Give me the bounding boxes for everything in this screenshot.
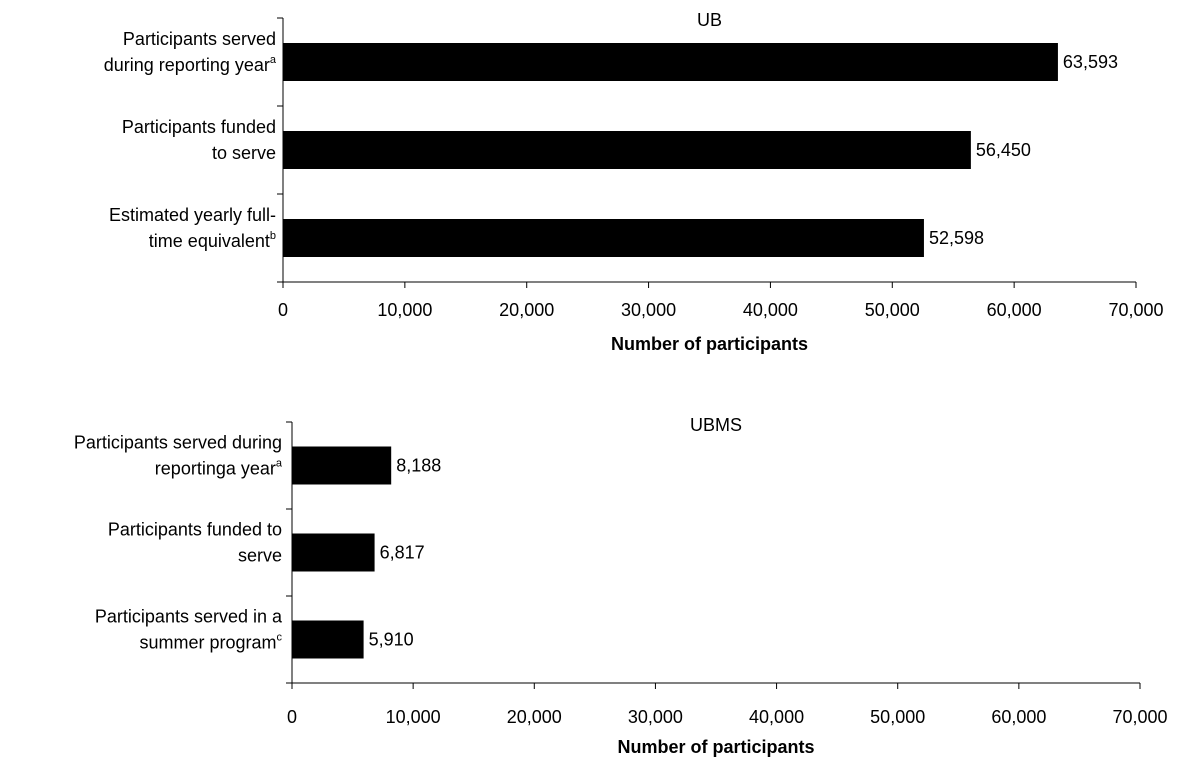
bar-value-label: 56,450	[976, 140, 1031, 160]
x-tick-label: 60,000	[987, 300, 1042, 320]
x-tick-label: 10,000	[386, 707, 441, 727]
x-tick-label: 50,000	[865, 300, 920, 320]
x-tick-label: 50,000	[870, 707, 925, 727]
bar	[292, 446, 392, 485]
category-label: Participants served in a summer programc	[95, 607, 283, 653]
chart-title: UB	[697, 10, 722, 30]
category-label: Participants served during reporting year…	[104, 29, 277, 75]
bar	[283, 219, 924, 257]
x-tick-label: 20,000	[499, 300, 554, 320]
category-label: Estimated yearly full-time equivalentb	[109, 205, 276, 251]
x-tick-label: 10,000	[377, 300, 432, 320]
bar-value-label: 5,910	[369, 630, 414, 650]
bar-value-label: 63,593	[1063, 52, 1118, 72]
x-tick-label: 40,000	[749, 707, 804, 727]
bar	[283, 131, 971, 169]
bar	[292, 620, 364, 659]
category-label: Participants served during reportinga yea…	[74, 433, 283, 479]
bar-value-label: 52,598	[929, 228, 984, 248]
x-tick-label: 0	[287, 707, 297, 727]
x-tick-label: 20,000	[507, 707, 562, 727]
chart-panel-1: UB 0 10,000 20,000 30,000 40,000 50,000 60,000 7…	[104, 10, 1164, 354]
x-axis-label: Number of participants	[617, 737, 814, 757]
bar	[292, 533, 375, 572]
x-tick-label: 30,000	[621, 300, 676, 320]
x-tick-label: 70,000	[1112, 707, 1167, 727]
x-tick-label: 40,000	[743, 300, 798, 320]
category-label: Participants funded to serve	[122, 117, 276, 163]
category-label: Participants funded to serve	[108, 520, 282, 566]
chart-panel-2: UBMS 0 10,000 20,000 30,000 40,000 50,000 60,00…	[74, 415, 1168, 757]
x-tick-label: 0	[278, 300, 288, 320]
x-tick-label: 30,000	[628, 707, 683, 727]
x-axis-label: Number of participants	[611, 334, 808, 354]
bar	[283, 43, 1058, 81]
chart-title: UBMS	[690, 415, 742, 435]
x-tick-label: 70,000	[1108, 300, 1163, 320]
bar-value-label: 8,188	[396, 456, 441, 476]
bar-value-label: 6,817	[380, 543, 425, 563]
x-tick-label: 60,000	[991, 707, 1046, 727]
